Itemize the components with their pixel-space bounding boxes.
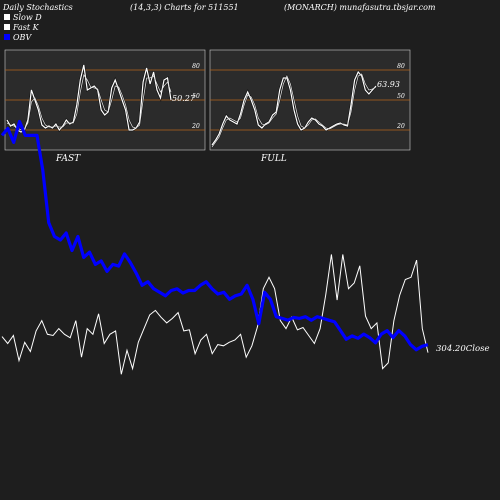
legend-label-obv: OBV — [13, 33, 32, 42]
full-panel-label: FULL — [260, 154, 287, 164]
legend-label-slow-d: Slow D — [13, 13, 42, 22]
header-left: Daily Stochastics — [2, 3, 73, 12]
price-obv-panel — [0, 119, 429, 375]
full-slow-d-line — [211, 73, 377, 148]
fast-last-value: 50.27 — [172, 94, 196, 103]
full-level-label-50: 50 — [397, 93, 405, 100]
fast-panel-label: FAST — [55, 154, 81, 164]
legend-swatch-obv — [4, 34, 10, 40]
fast-level-label-80: 80 — [192, 63, 200, 70]
fast-panel: 20 50 80 50.27 FAST — [4, 49, 206, 164]
fast-slow-d-line — [6, 74, 172, 131]
legend-swatch-slow-d — [4, 14, 10, 20]
full-last-value: 63.93 — [377, 80, 400, 89]
fast-level-label-50: 50 — [192, 93, 200, 100]
fast-level-label-20: 20 — [191, 123, 200, 130]
header-right: (MONARCH) munafasutra.tbsjar.com — [284, 3, 436, 12]
legend-swatch-fast-k — [4, 24, 10, 30]
close-value-label: 304.20Close — [436, 344, 489, 354]
full-level-label-20: 20 — [396, 123, 405, 130]
full-level-label-80: 80 — [397, 63, 405, 70]
legend: Slow D Fast K OBV — [4, 13, 42, 42]
full-panel: 20 50 80 63.93 FULL — [209, 49, 411, 164]
full-fast-k-line — [211, 70, 377, 146]
header-center: (14,3,3) Charts for 511551 — [130, 3, 239, 12]
obv-line — [0, 119, 429, 352]
legend-label-fast-k: Fast K — [12, 23, 40, 32]
close-price-line — [1, 254, 429, 375]
